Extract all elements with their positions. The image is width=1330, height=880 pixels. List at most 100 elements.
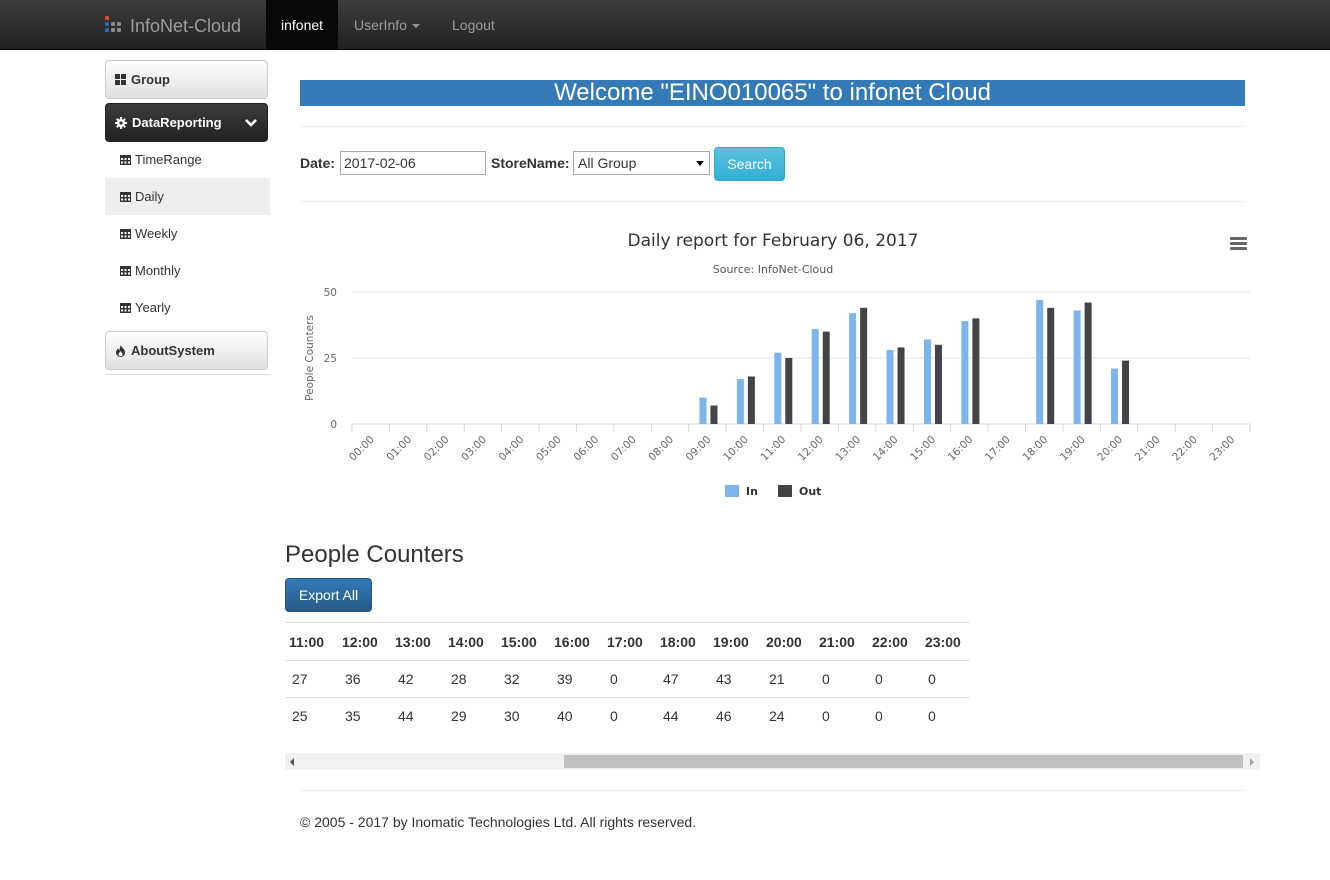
table-cell: 0 (864, 660, 917, 698)
sidebar-item-yearly[interactable]: Yearly (105, 289, 270, 326)
chart-bar-out[interactable] (822, 331, 830, 424)
table-cell: 24 (758, 697, 811, 735)
chart-bar-in[interactable] (961, 321, 969, 424)
chart-bar-in[interactable] (849, 313, 857, 424)
table-cell: 0 (917, 660, 970, 698)
table-cell: 0 (811, 697, 864, 735)
scrollbar-thumb[interactable] (564, 755, 1243, 768)
chart-bar-in[interactable] (736, 379, 744, 424)
chart-bar-out[interactable] (1084, 302, 1092, 424)
sidebar-divider (105, 374, 270, 375)
divider (300, 126, 1245, 127)
legend-label-out[interactable]: Out (799, 485, 821, 498)
chart-bar-out[interactable] (1047, 307, 1055, 424)
chart-bar-in[interactable] (886, 350, 894, 424)
chart-bar-out[interactable] (747, 376, 755, 424)
table-cell: 35 (334, 697, 387, 735)
chart-bar-out[interactable] (860, 307, 868, 424)
table-header-cell: 14:00 (440, 622, 493, 661)
calendar-icon (120, 191, 131, 202)
table-row: 00007182535442930400444624000 (285, 697, 970, 735)
table-header-cell: 22:00 (864, 622, 917, 661)
sidebar-datareporting-label: DataReporting (132, 115, 222, 130)
sidebar-item-daily[interactable]: Daily (105, 178, 270, 215)
table-header-cell: 19:00 (705, 622, 758, 661)
chart-x-tick-label: 06:00 (571, 434, 601, 464)
chart-x-tick-label: 04:00 (497, 434, 527, 464)
chart-bar-out[interactable] (934, 344, 942, 424)
grid-icon (115, 74, 126, 85)
brand-logo-icon (104, 16, 124, 36)
sidebar-aboutsystem-button[interactable]: AboutSystem (105, 331, 268, 370)
table-header-cell: 12:00 (334, 622, 387, 661)
date-input[interactable] (340, 151, 486, 175)
chart-bar-in[interactable] (1111, 368, 1119, 424)
export-all-button[interactable]: Export All (285, 578, 372, 612)
sidebar-item-weekly[interactable]: Weekly (105, 215, 270, 252)
table-cell: 44 (387, 697, 440, 735)
sidebar-datareporting-button[interactable]: DataReporting (105, 103, 268, 142)
scroll-left-arrow-icon[interactable] (290, 758, 294, 766)
footer-copyright: © 2005 - 2017 by Inomatic Technologies L… (300, 814, 697, 830)
gear-icon (115, 116, 127, 129)
calendar-icon (120, 265, 131, 276)
chart-x-tick-label: 02:00 (422, 434, 452, 464)
fire-icon (115, 344, 126, 357)
search-button[interactable]: Search (714, 147, 785, 181)
sidebar-item-label: Yearly (135, 300, 171, 315)
sidebar-group-button[interactable]: Group (105, 60, 268, 99)
date-label: Date: (300, 155, 336, 171)
chart-x-tick-label: 12:00 (796, 434, 826, 464)
storename-selected-value: All Group (578, 155, 637, 171)
brand-link[interactable]: InfoNet-Cloud (104, 14, 241, 38)
divider (300, 201, 1245, 202)
chart-bar-out[interactable] (972, 318, 980, 424)
chart-bar-in[interactable] (923, 339, 931, 424)
table-cell: 44 (652, 697, 705, 735)
legend-swatch-in[interactable] (725, 485, 739, 497)
chart-x-tick-label: 00:00 (347, 434, 377, 464)
chart-x-tick-label: 14:00 (871, 434, 901, 464)
table-header-cell: 15:00 (493, 622, 546, 661)
chart-x-tick-label: 05:00 (534, 434, 564, 464)
legend-swatch-out[interactable] (778, 485, 792, 497)
table-header-cell: 13:00 (387, 622, 440, 661)
chart-bar-in[interactable] (811, 328, 819, 424)
chart-y-tick-label: 25 (324, 353, 337, 365)
nav-logout[interactable]: Logout (437, 0, 510, 50)
sidebar-item-monthly[interactable]: Monthly (105, 252, 270, 289)
chart-bar-out[interactable] (785, 358, 793, 424)
chart-x-tick-label: 11:00 (759, 434, 789, 464)
table-cell: 0 (917, 697, 970, 735)
chart-bar-out[interactable] (1122, 360, 1130, 424)
chart-x-tick-label: 15:00 (908, 434, 938, 464)
scroll-right-arrow-icon[interactable] (1250, 758, 1254, 766)
daily-report-chart: Daily report for February 06, 2017 Sourc… (304, 231, 1251, 498)
table-row: 000010172736422832390474321000 (285, 660, 970, 698)
chart-bar-in[interactable] (1073, 310, 1081, 424)
chart-x-tick-label: 21:00 (1133, 434, 1163, 464)
nav-infonet[interactable]: infonet (266, 0, 339, 50)
chart-bar-in[interactable] (1036, 299, 1044, 424)
table-cell: 39 (546, 660, 599, 698)
chart-y-axis-title: People Counters (304, 315, 316, 401)
table-cell: 0 (599, 660, 652, 698)
legend-label-in[interactable]: In (746, 485, 758, 498)
storename-select[interactable]: All Group (573, 151, 710, 175)
sidebar-item-label: TimeRange (135, 152, 202, 167)
chart-bar-in[interactable] (774, 352, 782, 424)
dropdown-arrow-icon (696, 161, 704, 166)
calendar-icon (120, 228, 131, 239)
table-cell: 27 (285, 660, 334, 698)
divider (300, 790, 1245, 791)
chart-bar-in[interactable] (699, 397, 707, 424)
chart-menu-hamburger-icon[interactable] (1230, 237, 1247, 250)
sidebar-item-timerange[interactable]: TimeRange (105, 141, 270, 178)
horizontal-scrollbar[interactable] (285, 753, 1260, 770)
table-cell: 36 (334, 660, 387, 698)
chart-bar-out[interactable] (710, 405, 718, 424)
nav-userinfo-dropdown[interactable]: UserInfo (339, 0, 435, 50)
people-counters-table-viewport: 05:0006:0007:0008:0009:0010:0011:0012:00… (285, 622, 1260, 752)
nav-logout-label: Logout (452, 17, 495, 33)
chart-bar-out[interactable] (897, 347, 905, 424)
